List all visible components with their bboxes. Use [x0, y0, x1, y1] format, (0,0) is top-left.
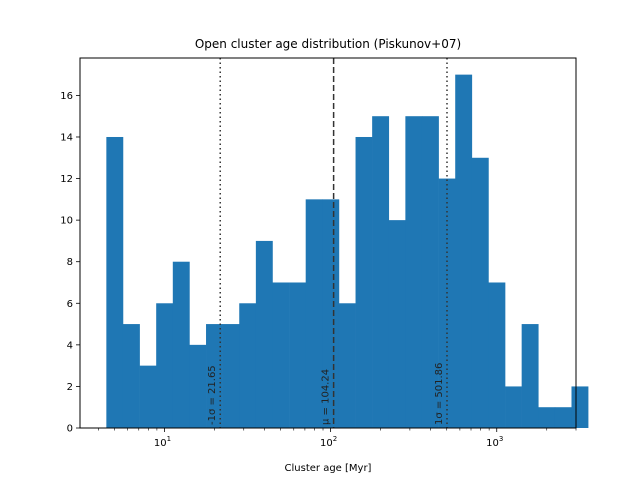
y-tick-label: 16	[60, 91, 73, 102]
histogram-bar	[172, 261, 190, 428]
histogram-bar	[272, 282, 290, 428]
y-tick-label: 2	[67, 382, 73, 393]
x-tick-label-base: 10	[154, 438, 167, 449]
y-axis: 0 2 4 6 8 10 12 14 16	[60, 91, 80, 435]
histogram-bar	[322, 199, 340, 428]
x-tick-label: 103	[486, 435, 503, 449]
histogram-bar	[355, 136, 373, 429]
bars-group	[106, 74, 589, 429]
histogram-bar	[488, 282, 506, 428]
y-tick-label: 14	[60, 132, 73, 143]
x-tick-label-exponent: 1	[167, 435, 171, 443]
histogram-bar	[455, 74, 473, 428]
histogram-bar	[239, 303, 257, 428]
histogram-bar	[388, 220, 406, 428]
x-tick-label: 101	[154, 435, 171, 449]
histogram-bar	[405, 116, 423, 428]
histogram-bar	[255, 240, 273, 428]
y-tick-label: 0	[67, 424, 73, 435]
histogram-bar	[106, 136, 124, 429]
histogram-bar	[289, 282, 306, 428]
reference-line-label: μ = 104.24	[321, 369, 332, 425]
histogram-bar	[554, 407, 572, 428]
histogram-bar	[189, 344, 207, 428]
histogram-bar	[122, 324, 140, 428]
histogram-bar	[505, 386, 522, 428]
histogram-bar	[421, 116, 439, 428]
histogram-bar	[438, 178, 456, 428]
histogram-bar	[372, 116, 390, 428]
x-tick-label-exponent: 2	[333, 435, 337, 443]
reference-line-label: 1σ = 501.86	[434, 363, 445, 425]
chart-title: Open cluster age distribution (Piskunov+…	[195, 37, 461, 51]
x-tick-label-exponent: 3	[499, 435, 503, 443]
x-axis: 101 102 103	[98, 428, 577, 449]
histogram-bar	[538, 407, 556, 428]
x-tick-label-base: 10	[320, 438, 333, 449]
histogram-bar	[156, 303, 174, 428]
y-tick-label: 4	[67, 340, 73, 351]
histogram-bar	[305, 199, 323, 428]
x-axis-label: Cluster age [Myr]	[285, 463, 372, 474]
y-tick-label: 10	[60, 216, 73, 227]
reference-lines-group: -1σ = 21.65 μ = 104.24 1σ = 501.86	[207, 58, 448, 428]
plot-frame	[79, 57, 577, 429]
histogram-bar	[222, 324, 240, 428]
x-tick-label: 102	[320, 435, 337, 449]
histogram-bar	[571, 386, 589, 428]
y-tick-label: 8	[67, 257, 73, 268]
y-tick-label: 6	[67, 299, 73, 310]
reference-line-label: -1σ = 21.65	[207, 365, 218, 425]
x-tick-label-base: 10	[486, 438, 499, 449]
histogram-bar	[139, 365, 157, 428]
histogram-bar	[471, 157, 489, 428]
histogram-bar	[521, 324, 539, 428]
y-tick-label: 12	[60, 174, 73, 185]
histogram-bar	[206, 324, 223, 428]
histogram-bar	[338, 303, 356, 428]
